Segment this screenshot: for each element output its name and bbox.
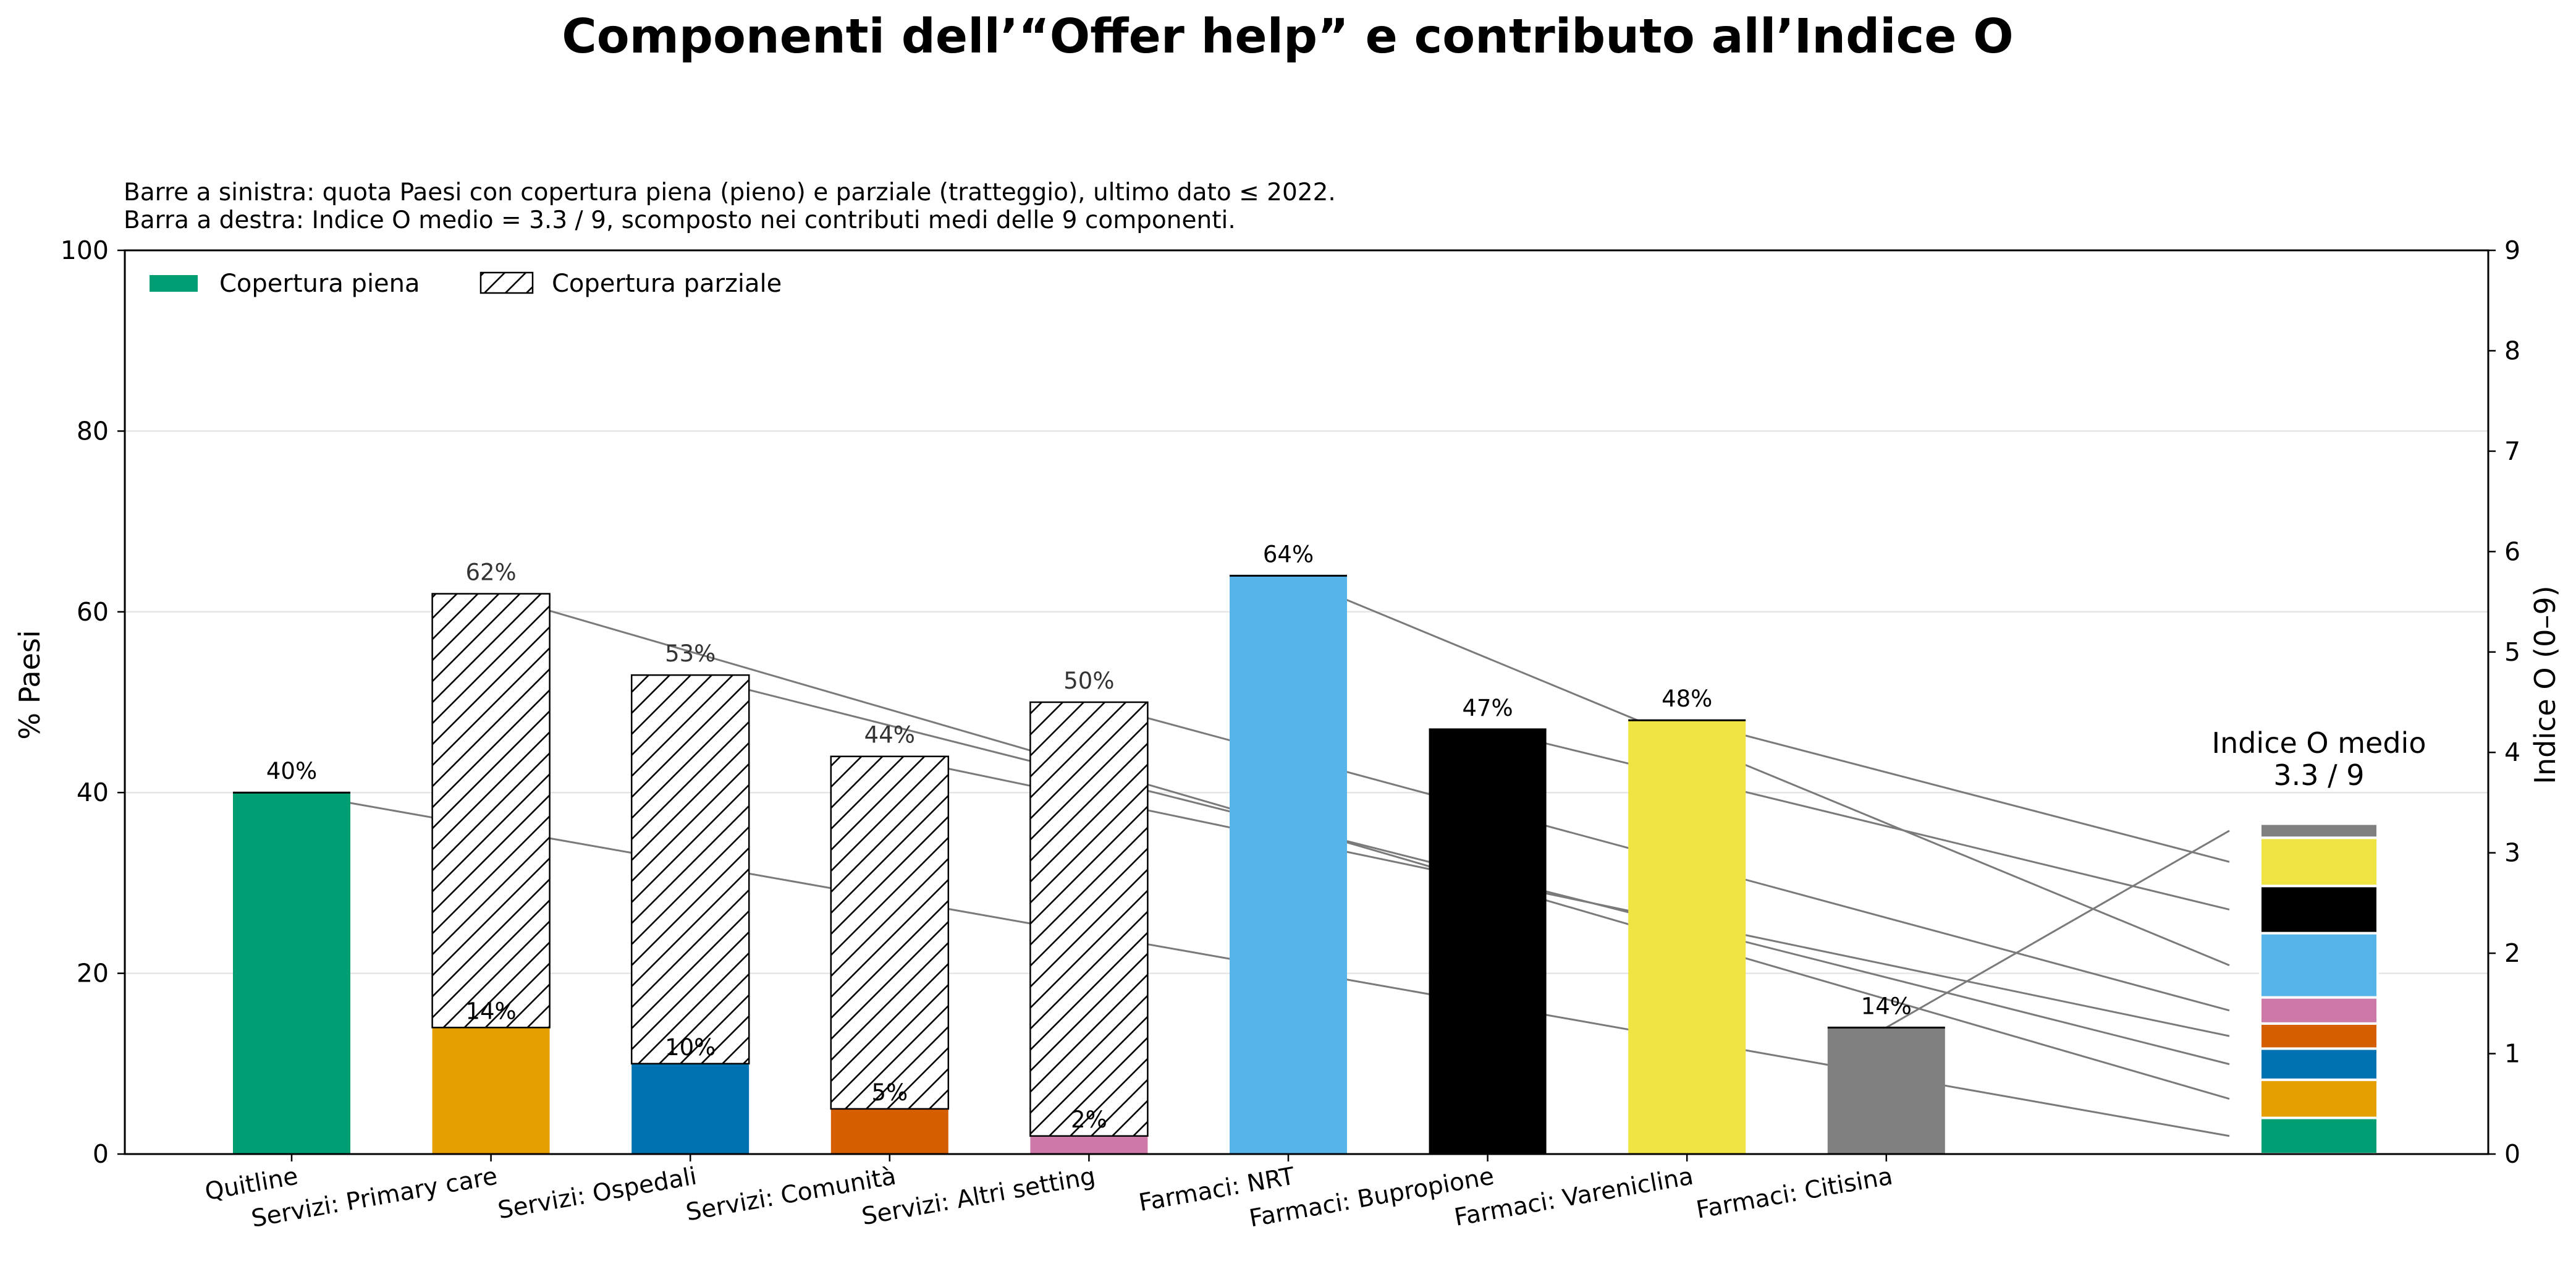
legend-label-full: Copertura piena	[219, 270, 420, 298]
x-tick-label: Servizi: Altri setting	[859, 1163, 1097, 1231]
value-label-total: 44%	[864, 722, 915, 749]
stack-segment	[2259, 1022, 2379, 1050]
y2-axis-label: Indice O (0–9)	[2528, 585, 2562, 784]
legend: Copertura piena Copertura parziale	[150, 270, 782, 298]
stack-segment	[2259, 1078, 2379, 1119]
bar-full	[432, 1027, 550, 1154]
stack-segment	[2259, 836, 2379, 888]
stack-segment	[2259, 822, 2379, 839]
y-axis-label: % Paesi	[13, 630, 46, 739]
y-tick-label: 40	[77, 778, 109, 807]
value-labels: 40% 62% 14% 53% 10% 44% 5% 50% 2% 64% 47% 48% 14%	[266, 541, 1912, 1132]
legend-label-partial: Copertura parziale	[552, 270, 782, 298]
bars	[233, 574, 1945, 1154]
bar-partial	[1029, 701, 1149, 1137]
chart-title: Componenti dell’“Offer help” e contribut…	[562, 9, 2013, 64]
y2-tick-label: 9	[2504, 236, 2520, 265]
bar-full	[1030, 1136, 1148, 1154]
stack-segment	[2259, 932, 2379, 999]
value-label-full: 47%	[1462, 695, 1513, 721]
connector-line	[491, 593, 2230, 1100]
y-tick-label: 80	[77, 416, 109, 446]
stack-title-line-2: 3.3 / 9	[2273, 758, 2364, 792]
connector-line	[1487, 728, 2230, 911]
stack-segment	[2259, 885, 2379, 935]
connector-line	[1886, 830, 2230, 1029]
y2-tick-label: 8	[2504, 336, 2520, 365]
value-label-full: 64%	[1263, 541, 1314, 567]
y-tick-label: 20	[77, 959, 109, 988]
y-tick-label: 100	[61, 236, 109, 265]
y-tick-label: 0	[93, 1139, 109, 1169]
y2-tick-label: 2	[2504, 938, 2520, 968]
x-tick-label: Servizi: Ospedali	[496, 1163, 699, 1225]
connector-line	[1686, 719, 2230, 863]
value-label-full: 5%	[871, 1079, 908, 1106]
bar-full	[1827, 1027, 1945, 1154]
value-label-full: 2%	[1071, 1106, 1107, 1133]
value-label-full: 14%	[1861, 993, 1912, 1019]
stack-segment	[2259, 1116, 2379, 1156]
value-label-full: 10%	[665, 1034, 716, 1061]
y-tick-label: 60	[77, 597, 109, 627]
plot-frame	[124, 249, 2489, 1155]
connector-line	[1288, 574, 2230, 966]
value-label-full: 48%	[1662, 686, 1712, 712]
legend-swatch-full	[150, 275, 198, 292]
chart-subtitle-line-2: Barra a destra: Indice O medio = 3.3 / 9…	[124, 206, 1236, 234]
index-stack	[2259, 822, 2379, 1156]
value-label-full: 14%	[465, 998, 516, 1024]
bar-full	[830, 1108, 948, 1154]
value-label-total: 50%	[1063, 668, 1114, 694]
y2-tick-label: 5	[2504, 637, 2520, 667]
y2-tick-label: 4	[2504, 737, 2520, 767]
stack-title-line-1: Indice O medio	[2212, 726, 2426, 760]
bar-full	[1230, 575, 1347, 1154]
bar-full	[1429, 729, 1547, 1154]
legend-swatch-partial	[479, 271, 534, 294]
y2-tick-label: 0	[2504, 1139, 2520, 1169]
value-label-total: 62%	[465, 559, 516, 586]
stack-segment	[2259, 996, 2379, 1025]
stack-segment	[2259, 1047, 2379, 1081]
bar-partial	[830, 755, 950, 1110]
bar-full	[233, 792, 350, 1154]
y2-tick-label: 3	[2504, 838, 2520, 868]
bar-partial	[431, 593, 551, 1029]
bar-full	[631, 1063, 750, 1154]
chart-subtitle-line-1: Barre a sinistra: quota Paesi con copert…	[124, 179, 1336, 206]
value-label-total: 53%	[665, 640, 716, 667]
y2-tick-label: 1	[2504, 1039, 2520, 1069]
bar-full	[1628, 720, 1746, 1154]
y2-tick-label: 6	[2504, 537, 2520, 566]
x-tick-label: Farmaci: Citisina	[1694, 1163, 1895, 1225]
y2-tick-label: 7	[2504, 436, 2520, 466]
bar-partial	[630, 674, 750, 1065]
value-label-full: 40%	[266, 758, 317, 784]
